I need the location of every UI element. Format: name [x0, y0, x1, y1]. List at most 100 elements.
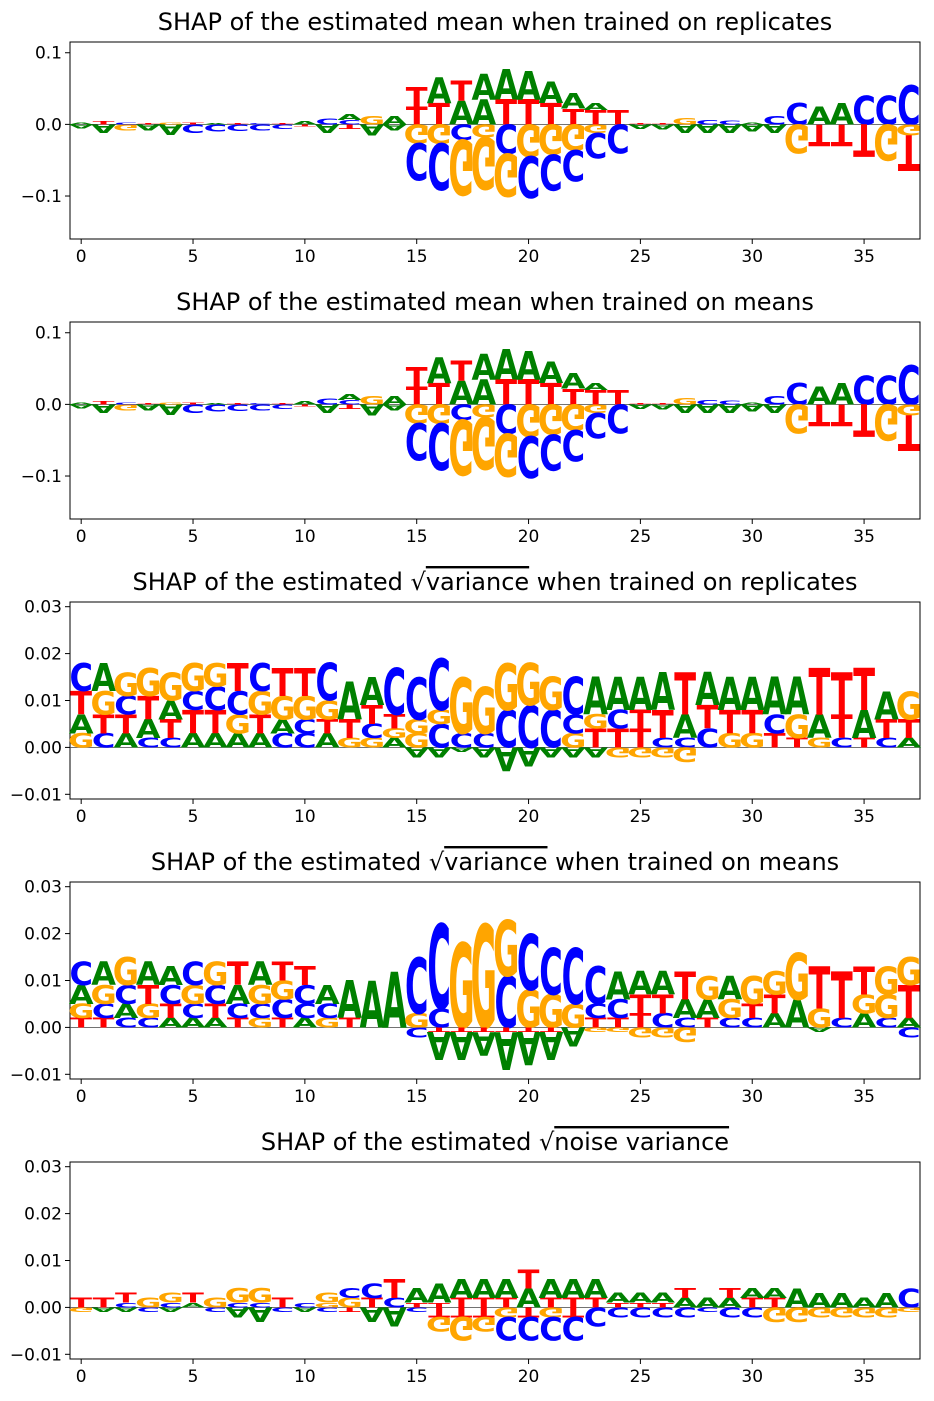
y-tick-label: −0.1 — [21, 187, 62, 207]
logo-letter-G: G — [90, 980, 116, 1010]
logo-letter-C: C — [517, 695, 540, 762]
logo-letter-C: C — [606, 1304, 629, 1319]
logo-letter-T: T — [540, 98, 562, 132]
logo-letter-T: T — [451, 1304, 473, 1319]
logo-letter-C: C — [875, 89, 898, 134]
logo-letter-A: A — [360, 670, 385, 715]
logo-letter-C: C — [204, 680, 227, 718]
logo-letter-A: A — [136, 714, 161, 744]
logo-letter-C: C — [562, 140, 585, 190]
logo-letter-C: C — [114, 402, 137, 405]
logo-letter-C: C — [696, 723, 719, 753]
logo-letter-G: G — [672, 396, 698, 407]
logo-letter-A: A — [718, 401, 743, 415]
logo-letter-T: T — [182, 703, 204, 741]
logo-letter-C: C — [248, 402, 271, 411]
logo-letter-A: A — [650, 403, 675, 411]
logo-letter-A: A — [561, 744, 586, 759]
x-tick-label: 15 — [406, 807, 428, 827]
logo-letter-C: C — [584, 125, 607, 165]
logo-letter-A: A — [382, 394, 407, 408]
logo-letter-A: A — [695, 665, 720, 717]
logo-letter-G: G — [471, 400, 497, 421]
logo-letter-G: G — [694, 969, 720, 1007]
logo-letter-G: G — [806, 1304, 832, 1319]
logo-letter-A: A — [740, 1286, 765, 1301]
logo-letter-T: T — [697, 1015, 719, 1030]
logo-letter-A: A — [673, 401, 698, 415]
plot-frame — [69, 41, 921, 240]
logo-letter-T: T — [249, 709, 271, 739]
logo-letter-A: A — [158, 121, 183, 137]
logo-letter-G: G — [873, 113, 899, 170]
logo-letter-G: G — [873, 1304, 899, 1319]
logo-letter-T: T — [428, 1026, 450, 1033]
logo-letter-T: T — [473, 1295, 495, 1310]
logo-letter-C: C — [539, 423, 562, 480]
logo-letter-T: T — [451, 1026, 473, 1033]
logo-letter-A: A — [695, 994, 720, 1024]
logo-letter-G: G — [247, 1015, 273, 1030]
x-tick-label: 30 — [741, 1367, 763, 1387]
logo-letter-G: G — [448, 402, 474, 491]
logo-letter-G: G — [761, 1302, 787, 1324]
logo-letter-A: A — [382, 114, 407, 128]
logo-letter-A: A — [136, 955, 161, 993]
logo-letter-G: G — [448, 1309, 474, 1347]
logo-letter-C: C — [92, 731, 115, 753]
logo-letter-A: A — [740, 402, 765, 405]
logo-letter-A: A — [628, 123, 653, 130]
logo-letter-A: A — [337, 672, 362, 732]
logo-letter-T: T — [137, 689, 159, 727]
logo-letter-A: A — [427, 744, 452, 759]
logo-letter-T: T — [406, 362, 428, 393]
logo-letter-C: C — [606, 705, 629, 735]
logo-letter-A: A — [337, 971, 362, 1031]
logo-letter-A: A — [427, 70, 452, 111]
logo-letter-C: C — [383, 655, 406, 730]
logo-letter-C: C — [137, 1306, 160, 1313]
logo-letter-G: G — [471, 120, 497, 141]
logo-letter-C: C — [204, 402, 227, 414]
x-tick-label: 25 — [630, 247, 652, 267]
logo-letter-A: A — [69, 709, 94, 739]
logo-letter-A: A — [315, 980, 340, 1010]
logo-letter-A: A — [360, 121, 386, 138]
logo-letter-T: T — [831, 397, 853, 431]
x-tick-label: 30 — [741, 247, 763, 267]
logo-letter-T: T — [831, 663, 853, 730]
logo-letter-C: C — [539, 701, 562, 761]
logo-letter-G: G — [225, 709, 251, 739]
logo-letter-T: T — [518, 1304, 540, 1319]
logo-letter-T: T — [115, 709, 137, 739]
logo-letter-C: C — [494, 1309, 517, 1347]
logo-letter-A: A — [293, 401, 318, 405]
logo-letter-T: T — [383, 712, 405, 734]
logo-letter-A: A — [382, 956, 407, 1046]
logo-letter-A: A — [650, 964, 675, 1002]
logo-letter-G: G — [471, 399, 497, 482]
logo-letter-T: T — [272, 957, 294, 987]
logo-letter-A: A — [539, 1022, 564, 1067]
logo-letter-C: C — [226, 684, 249, 722]
logo-letter-C: C — [159, 735, 182, 750]
logo-letter-C: C — [405, 130, 428, 190]
logo-letter-C: C — [763, 114, 786, 128]
logo-letter-T: T — [629, 1011, 651, 1033]
logo-letter-T: T — [70, 1295, 92, 1310]
logo-letter-A: A — [494, 1274, 519, 1304]
logo-letter-G: G — [448, 122, 474, 211]
logo-letter-A: A — [516, 741, 541, 771]
logo-letter-G: G — [359, 394, 385, 408]
logo-letter-G: G — [314, 695, 340, 725]
logo-letter-C: C — [427, 409, 450, 484]
logo-letter-A: A — [315, 401, 340, 415]
logo-letter-A: A — [158, 401, 183, 417]
logo-letter-C: C — [606, 115, 629, 160]
logo-letter-A: A — [539, 76, 564, 110]
logo-letter-T: T — [70, 1015, 92, 1030]
logo-letter-A: A — [740, 122, 766, 134]
logo-letter-A: A — [740, 670, 765, 722]
logo-letter-A: A — [69, 980, 94, 1010]
